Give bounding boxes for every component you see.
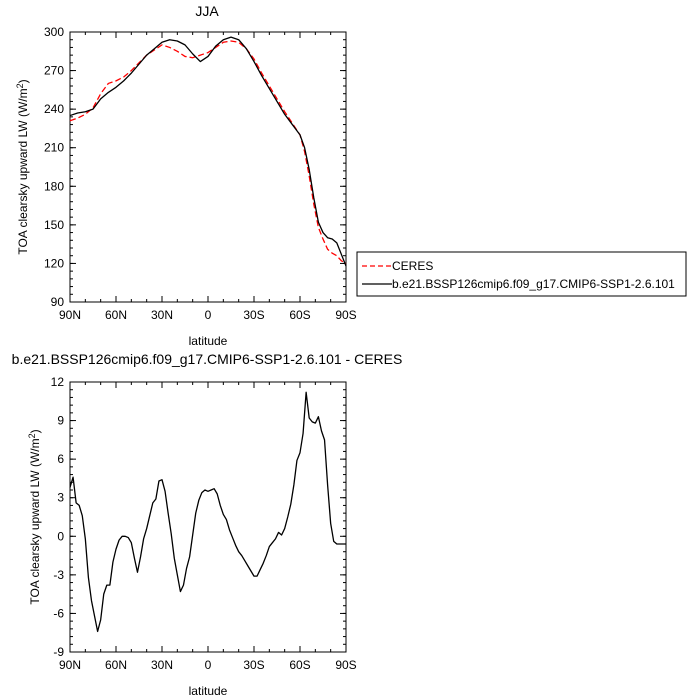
plot-frame	[69, 381, 347, 653]
x-tick-label: 30S	[243, 308, 264, 322]
series-line-difference	[69, 391, 346, 633]
x-tick-label: 60N	[105, 308, 127, 322]
x-axis-label: latitude	[189, 684, 228, 698]
x-tick-labels: 90N 60N 30N 0 30S 60S 90S	[59, 308, 357, 322]
x-tick-labels: 90N 60N 30N 0 30S 60S 90S	[59, 658, 357, 672]
y-tick-label: 90	[51, 295, 65, 309]
chart-difference: b.e21.BSSP126cmip6.f09_g17.CMIP6-SSP1-2.…	[12, 351, 403, 698]
x-tick-label: 30S	[243, 658, 264, 672]
x-tick-label: 90N	[59, 658, 81, 672]
x-tick-label: 90N	[59, 308, 81, 322]
y-tick-label: 210	[44, 141, 64, 155]
tick-marks	[69, 381, 347, 653]
x-tick-label: 0	[205, 658, 212, 672]
y-tick-label: 12	[51, 375, 65, 389]
y-axis-label: TOA clearsky upward LW (W/m2)	[15, 79, 30, 254]
x-tick-label: 60S	[289, 658, 310, 672]
y-axis-label: TOA clearsky upward LW (W/m2)	[27, 429, 42, 604]
y-tick-labels: -9 -6 -3 0 3 6 9 12	[51, 375, 65, 659]
series-line-ceres	[69, 40, 347, 264]
y-tick-label: 0	[57, 529, 64, 543]
plot-frame	[69, 31, 347, 303]
y-tick-label: -9	[53, 645, 64, 659]
x-tick-label: 30N	[151, 308, 173, 322]
x-tick-label: 30N	[151, 658, 173, 672]
legend-label-model: b.e21.BSSP126cmip6.f09_g17.CMIP6-SSP1-2.…	[392, 277, 675, 291]
y-tick-label: 3	[57, 491, 64, 505]
x-tick-label: 60S	[289, 308, 310, 322]
y-tick-label: -3	[53, 568, 64, 582]
series-group	[69, 36, 347, 267]
y-tick-label: 240	[44, 102, 64, 116]
y-tick-label: -6	[53, 606, 64, 620]
y-tick-labels: 90 120 150 180 210 240 270 300	[44, 25, 64, 309]
y-tick-label: 300	[44, 25, 64, 39]
tick-marks	[69, 31, 347, 303]
series-group	[69, 391, 346, 633]
x-tick-label: 90S	[335, 308, 356, 322]
chart-mean-toa-lw: JJA 90N 60N 30N 0 30S 60S 90S 90 120 150 180 210 24…	[15, 3, 687, 348]
legend-box	[356, 251, 687, 297]
legend: CERES b.e21.BSSP126cmip6.f09_g17.CMIP6-S…	[356, 251, 687, 297]
y-tick-label: 150	[44, 218, 64, 232]
y-tick-label: 180	[44, 179, 64, 193]
y-tick-label: 120	[44, 256, 64, 270]
x-axis-label: latitude	[189, 334, 228, 348]
chart-title: JJA	[195, 3, 219, 19]
legend-label-ceres: CERES	[392, 259, 433, 273]
y-tick-label: 9	[57, 414, 64, 428]
x-tick-label: 0	[205, 308, 212, 322]
y-tick-label: 270	[44, 64, 64, 78]
chart-title: b.e21.BSSP126cmip6.f09_g17.CMIP6-SSP1-2.…	[12, 351, 403, 367]
series-line-b-e21-bssp126cmip6-f09-g17-cmi	[69, 36, 347, 267]
x-tick-label: 90S	[335, 658, 356, 672]
y-tick-label: 6	[57, 452, 64, 466]
x-tick-label: 60N	[105, 658, 127, 672]
